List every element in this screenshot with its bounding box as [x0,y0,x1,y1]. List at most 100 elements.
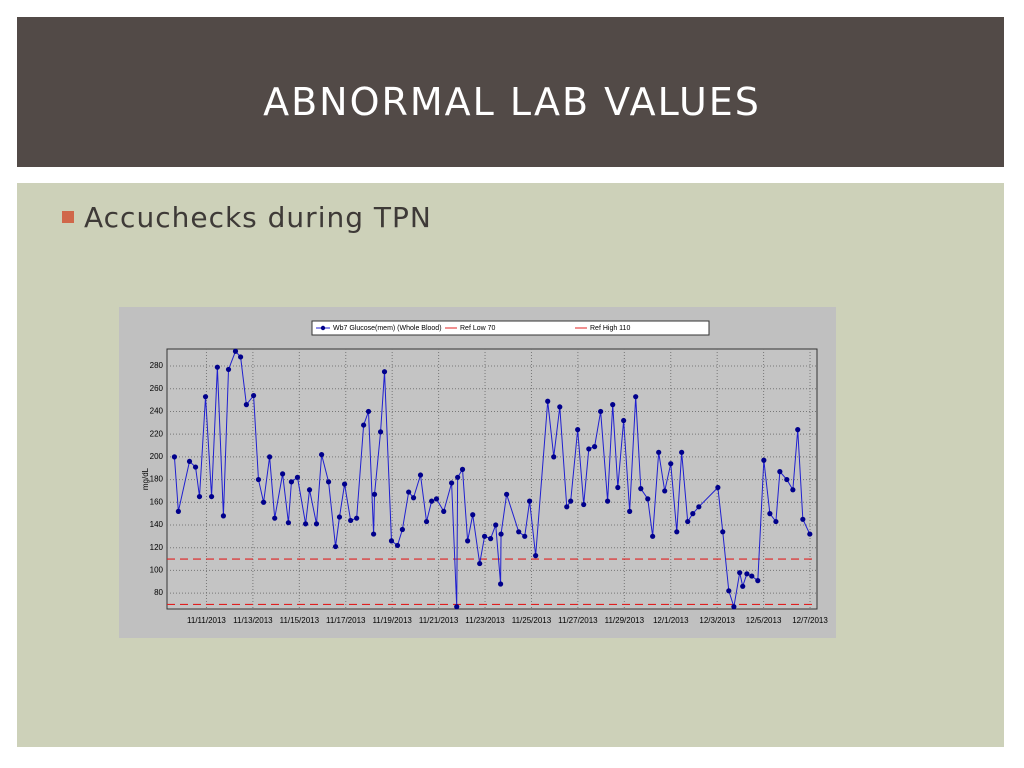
data-point [504,491,510,497]
data-point [493,522,499,528]
data-point [497,581,504,587]
data-point [696,504,702,510]
data-point [761,457,767,463]
data-point [208,493,215,500]
x-tick-label: 11/11/2013 [187,616,226,625]
data-point [726,588,732,594]
data-point [690,511,696,517]
data-point [272,515,278,521]
data-point [662,488,668,494]
data-point [615,484,621,491]
x-tick-label: 12/3/2013 [699,616,735,625]
data-point [488,536,494,542]
bullet-text: Accuchecks during TPN [84,201,432,234]
data-point [800,516,806,522]
x-tick-label: 11/15/2013 [280,616,320,625]
data-point [361,422,367,428]
x-tick-label: 11/23/2013 [465,616,505,625]
data-point [633,394,639,400]
data-point [465,538,471,544]
data-point [564,504,570,510]
data-point [668,461,674,467]
data-point [441,508,447,514]
data-point [605,498,611,504]
data-point [325,479,332,485]
data-point [417,472,424,478]
legend-swatch [320,325,326,331]
data-point [581,501,587,508]
data-point [773,518,779,525]
data-point [638,486,644,492]
data-point [575,427,581,433]
data-point [243,402,249,408]
data-point [449,480,455,486]
data-point [516,529,522,535]
data-point [354,515,360,521]
data-point [498,531,504,537]
data-point [737,570,743,576]
data-point [341,481,348,487]
bullet-marker [62,211,74,223]
data-point [433,496,440,502]
data-point [749,573,755,579]
legend-label: Ref Low 70 [460,325,496,332]
data-point [371,491,378,497]
y-tick-label: 180 [150,475,164,484]
y-tick-label: 220 [150,429,164,438]
data-point [406,489,412,495]
data-point [306,487,313,493]
data-point [250,392,257,399]
data-point [610,402,616,408]
x-tick-label: 11/27/2013 [558,616,598,625]
data-point [679,449,685,455]
data-point [470,512,476,518]
data-point [557,404,563,410]
data-point [232,348,239,354]
data-point [371,531,377,537]
y-tick-label: 140 [150,520,164,529]
data-point [237,354,244,360]
y-tick-label: 260 [150,384,164,393]
legend [311,320,710,336]
data-point [202,394,209,400]
data-point [551,454,557,460]
data-point [568,498,574,504]
data-point [394,542,401,549]
data-point [755,578,761,584]
x-tick-label: 12/7/2013 [792,616,828,625]
data-point [784,476,790,483]
y-axis-label: mg/dL [141,467,150,490]
data-point [423,518,430,525]
header-band [17,17,1004,167]
y-tick-label: 280 [150,361,164,370]
data-point [477,560,483,567]
data-point [313,521,320,527]
data-point [294,474,301,480]
data-point [381,369,388,375]
data-point [454,604,460,610]
data-point [196,493,203,500]
x-tick-label: 11/19/2013 [372,616,412,625]
data-point [285,520,292,526]
data-point [527,498,533,504]
data-point [481,533,488,539]
data-point [656,449,662,455]
data-point [790,487,796,493]
y-tick-label: 120 [150,543,164,552]
data-point [336,514,343,520]
data-point [332,543,339,550]
data-point [192,464,199,470]
data-point [627,508,633,514]
data-point [767,511,773,517]
data-point [214,364,220,370]
data-point [410,495,417,501]
data-point [225,366,232,373]
y-tick-label: 100 [150,566,164,575]
data-point [399,526,405,533]
data-point [674,529,680,535]
data-point [255,476,262,483]
plot-area [166,348,818,610]
data-point [720,529,726,535]
